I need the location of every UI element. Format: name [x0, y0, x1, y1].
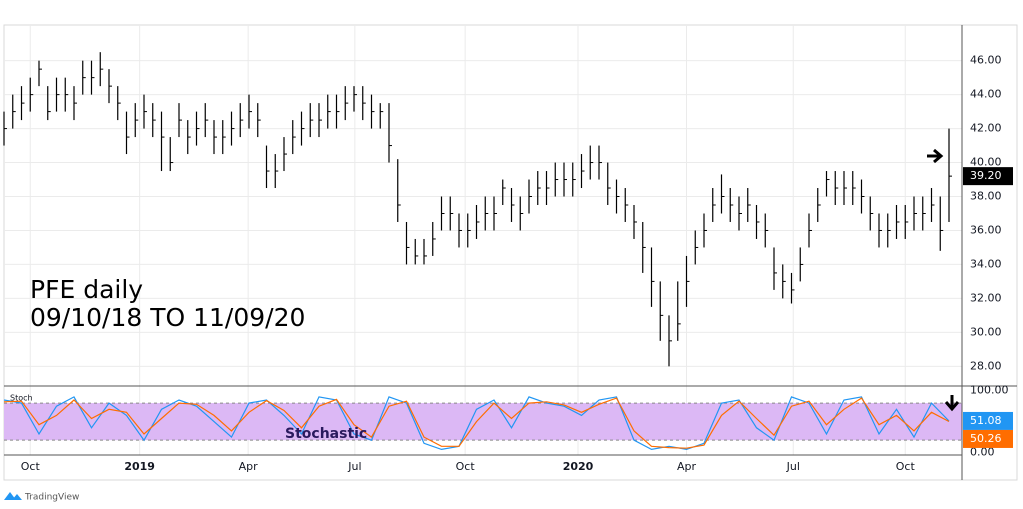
y-tick-label: 0.00 — [970, 446, 995, 459]
brand: TradingView — [24, 493, 79, 503]
y-tick-label: 46.00 — [970, 54, 1002, 67]
y-tick-label: 40.00 — [970, 156, 1002, 169]
x-tick-label: Oct — [896, 460, 916, 473]
y-tick-label: 100.00 — [970, 384, 1009, 397]
stoch-line — [3, 397, 950, 449]
y-tick-label: 36.00 — [970, 223, 1002, 236]
y-tick-label: 32.00 — [970, 291, 1002, 304]
x-tick-label: Oct — [21, 460, 41, 473]
y-tick-label: 30.00 — [970, 325, 1002, 338]
last-value-tag — [963, 429, 1013, 448]
chart-subtitle: 09/10/18 TO 11/09/20 — [30, 303, 305, 332]
frame — [3, 24, 1018, 481]
x-tick-label: 2020 — [563, 460, 594, 473]
chart-title: PFE daily — [30, 275, 143, 304]
last-value-tag — [963, 411, 1013, 430]
y-tick-label: 44.00 — [970, 88, 1002, 101]
last-price-tag — [963, 167, 1013, 186]
x-tick-label: Jul — [786, 460, 800, 473]
y-tick-label: 34.00 — [970, 257, 1002, 270]
last-value-label: 50.26 — [970, 432, 1002, 445]
last-value-label: 51.08 — [970, 414, 1002, 427]
y-tick-label: 42.00 — [970, 122, 1002, 135]
band — [4, 403, 962, 441]
stoch-line — [3, 396, 950, 451]
brand-logo — [4, 492, 22, 500]
x-tick-label: 2019 — [124, 460, 155, 473]
indicator-annotation: Stochastic — [285, 426, 367, 442]
x-tick-label: Jul — [347, 460, 361, 473]
x-tick-label: Apr — [239, 460, 259, 473]
x-tick-label: Apr — [677, 460, 697, 473]
y-tick-label: 28.00 — [970, 359, 1002, 372]
indicator-label: Stoch — [10, 394, 33, 403]
last-price-label: 39.20 — [970, 169, 1002, 182]
arrow — [927, 148, 960, 412]
x-tick-label: Oct — [456, 460, 476, 473]
y-tick-label: 38.00 — [970, 190, 1002, 203]
